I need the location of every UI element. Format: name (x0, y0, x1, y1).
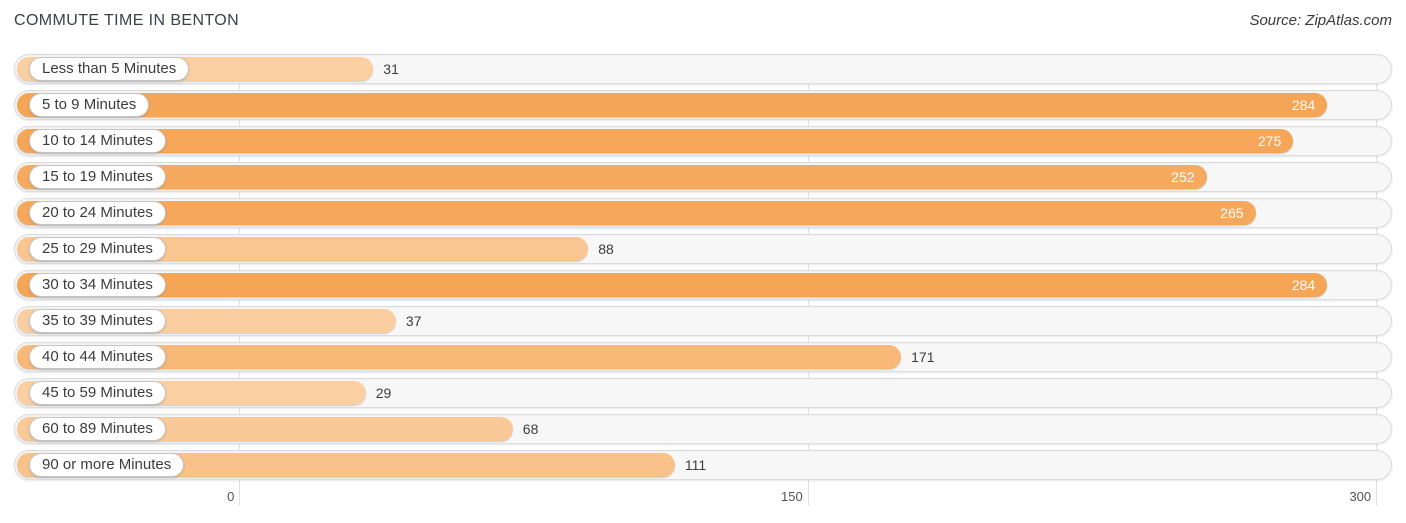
bar-label: 45 to 59 Minutes (29, 381, 166, 405)
bar-value-inside: 284 (1291, 97, 1316, 113)
bar-row: Less than 5 Minutes 31 (14, 54, 1392, 84)
bar: 35 to 39 Minutes (17, 309, 396, 333)
bar: 5 to 9 Minutes 284 (17, 93, 1328, 117)
bar-track: 40 to 44 Minutes 171 (14, 342, 1392, 372)
bar: 30 to 34 Minutes 284 (17, 273, 1328, 297)
bar-track: 60 to 89 Minutes 68 (14, 414, 1392, 444)
x-axis-tick: 0 (227, 489, 235, 504)
chart-title: COMMUTE TIME IN BENTON (14, 12, 240, 29)
bar-value-outside: 31 (383, 61, 399, 77)
bar: 45 to 59 Minutes (17, 381, 366, 405)
x-axis-tick: 300 (1349, 489, 1372, 504)
bar-label: 40 to 44 Minutes (29, 345, 166, 369)
bar-label: 10 to 14 Minutes (29, 129, 166, 153)
bar-label: 5 to 9 Minutes (29, 93, 150, 117)
bar-track: 20 to 24 Minutes 265 (14, 198, 1392, 228)
bar-label: 25 to 29 Minutes (29, 237, 166, 261)
bar: 20 to 24 Minutes 265 (17, 201, 1256, 225)
bar-value-inside: 275 (1257, 133, 1282, 149)
bar-value-inside: 252 (1171, 169, 1195, 185)
bar-value-outside: 171 (911, 349, 935, 365)
source-attribution: Source: ZipAtlas.com (1249, 12, 1392, 29)
bar-value-outside: 111 (684, 457, 707, 473)
bar-value-outside: 88 (598, 241, 614, 257)
bar-label: 35 to 39 Minutes (29, 309, 166, 333)
bar-track: 15 to 19 Minutes 252 (14, 162, 1392, 192)
bar-track: 30 to 34 Minutes 284 (14, 270, 1392, 300)
rows: Less than 5 Minutes 31 5 to 9 Minutes 28… (14, 54, 1392, 480)
bar: 15 to 19 Minutes 252 (17, 165, 1207, 189)
bar-row: 25 to 29 Minutes 88 (14, 234, 1392, 264)
bar-label: 90 or more Minutes (29, 453, 185, 477)
bar-label: 15 to 19 Minutes (29, 165, 166, 189)
bar-row: 15 to 19 Minutes 252 (14, 162, 1392, 192)
bar-track: Less than 5 Minutes 31 (14, 54, 1392, 84)
bar-row: 5 to 9 Minutes 284 (14, 90, 1392, 120)
bar-track: 5 to 9 Minutes 284 (14, 90, 1392, 120)
bar: Less than 5 Minutes (17, 57, 374, 81)
chart-header: COMMUTE TIME IN BENTON Source: ZipAtlas.… (0, 0, 1406, 36)
x-axis: 0 150 300 (14, 480, 1392, 510)
bar-chart: Less than 5 Minutes 31 5 to 9 Minutes 28… (14, 54, 1392, 510)
bar: 25 to 29 Minutes (17, 237, 589, 261)
bar-track: 25 to 29 Minutes 88 (14, 234, 1392, 264)
x-axis-tick: 150 (781, 489, 803, 504)
bar-value-inside: 265 (1220, 205, 1244, 221)
bar-label: 20 to 24 Minutes (29, 201, 166, 225)
bar-row: 45 to 59 Minutes 29 (14, 378, 1392, 408)
bar: 90 or more Minutes (17, 453, 675, 477)
bar-label: Less than 5 Minutes (29, 57, 190, 81)
bar: 60 to 89 Minutes (17, 417, 513, 441)
bar-row: 40 to 44 Minutes 171 (14, 342, 1392, 372)
bar-value-inside: 284 (1291, 277, 1316, 293)
bar-row: 20 to 24 Minutes 265 (14, 198, 1392, 228)
bar-value-outside: 68 (522, 421, 539, 437)
bar: 40 to 44 Minutes (17, 345, 902, 369)
bar-track: 90 or more Minutes 111 (14, 450, 1392, 480)
bar-label: 60 to 89 Minutes (29, 417, 166, 441)
bar: 10 to 14 Minutes 275 (17, 129, 1294, 153)
bar-track: 35 to 39 Minutes 37 (14, 306, 1392, 336)
bar-row: 10 to 14 Minutes 275 (14, 126, 1392, 156)
bar-value-outside: 29 (375, 385, 392, 401)
bar-row: 35 to 39 Minutes 37 (14, 306, 1392, 336)
bar-track: 10 to 14 Minutes 275 (14, 126, 1392, 156)
bar-track: 45 to 59 Minutes 29 (14, 378, 1392, 408)
bar-row: 60 to 89 Minutes 68 (14, 414, 1392, 444)
bar-label: 30 to 34 Minutes (29, 273, 166, 297)
bar-row: 30 to 34 Minutes 284 (14, 270, 1392, 300)
bar-value-outside: 37 (405, 313, 422, 329)
bar-row: 90 or more Minutes 111 (14, 450, 1392, 480)
